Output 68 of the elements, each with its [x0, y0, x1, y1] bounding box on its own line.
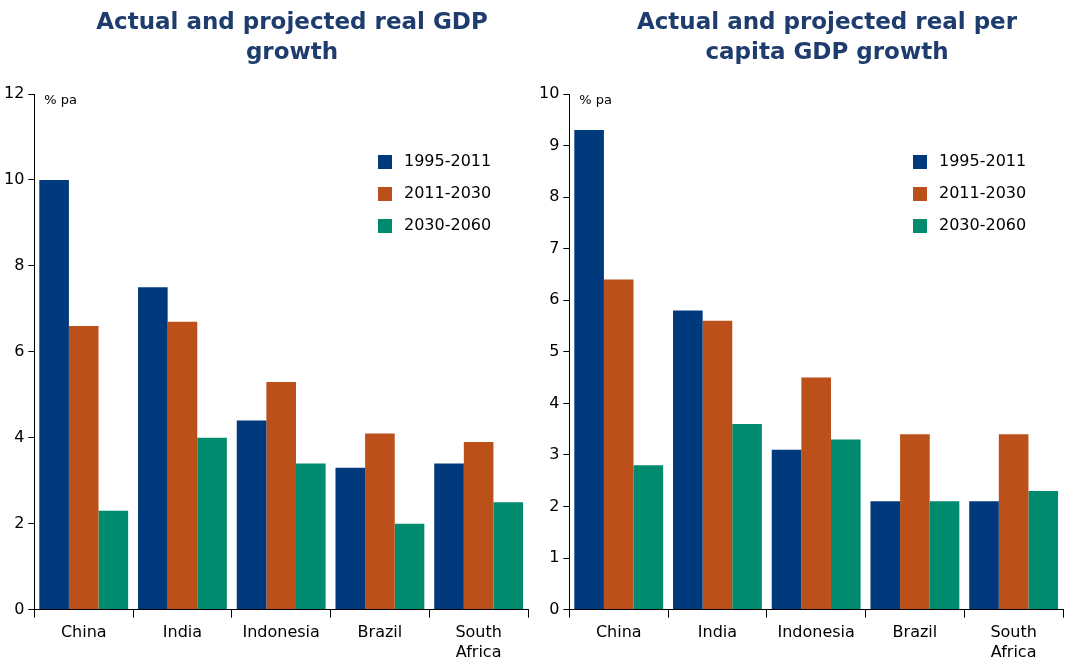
legend-label: 1995-2011 — [404, 151, 492, 171]
x-tick-label: South Africa — [990, 622, 1037, 661]
bar — [969, 501, 999, 610]
x-tick-label: Brazil — [892, 622, 938, 642]
bar — [574, 130, 604, 610]
bar — [633, 465, 664, 610]
bar — [732, 423, 762, 610]
bar — [266, 381, 296, 610]
x-tick-label: China — [60, 622, 107, 642]
bar — [365, 433, 395, 610]
y-tick-label: 2 — [14, 512, 25, 532]
y-tick-label: 7 — [549, 237, 560, 257]
x-tick-label: India — [697, 622, 738, 642]
y-tick-label: 12 — [4, 83, 25, 103]
y-tick-label: 1 — [549, 547, 560, 567]
bar — [830, 439, 861, 610]
bar — [39, 179, 69, 610]
bar — [295, 463, 326, 610]
bar — [138, 287, 168, 610]
bar — [98, 510, 129, 610]
legend-label: 2011-2030 — [404, 183, 492, 203]
y-tick-label: 2 — [549, 495, 560, 515]
bar — [197, 437, 227, 610]
bar — [236, 420, 267, 610]
y-tick-label: 0 — [14, 598, 25, 618]
x-tick-label: China — [595, 622, 642, 642]
y-tick-label: 6 — [14, 340, 25, 360]
x-tick-label: Indonesia — [242, 622, 320, 642]
y-tick-label: 4 — [14, 426, 25, 446]
y-tick-label: 10 — [4, 169, 25, 189]
y-tick-label: 6 — [549, 289, 560, 309]
bar — [870, 501, 901, 610]
bar — [394, 523, 425, 610]
bar — [801, 377, 831, 610]
bar — [1028, 491, 1059, 610]
bar — [673, 310, 703, 610]
x-tick-label: India — [162, 622, 203, 642]
x-tick-label: South Africa — [455, 622, 502, 661]
y-tick-label: 9 — [549, 134, 560, 154]
y-axis-title: % pa — [44, 91, 78, 107]
y-tick-label: 4 — [549, 392, 560, 412]
y-tick-label: 10 — [539, 83, 560, 103]
bar — [900, 434, 930, 610]
legend-label: 2030-2060 — [404, 215, 492, 235]
legend-label: 2030-2060 — [939, 215, 1027, 235]
bar — [167, 321, 198, 610]
bar — [998, 434, 1029, 610]
legend-label: 2011-2030 — [939, 183, 1027, 203]
bar — [702, 320, 733, 610]
y-tick-label: 5 — [549, 340, 560, 360]
x-tick-label: Brazil — [357, 622, 403, 642]
bar — [493, 502, 524, 610]
y-tick-label: 3 — [549, 444, 560, 464]
y-tick-label: 8 — [549, 186, 560, 206]
chart-title: Actual and projected real per capita GDP growth — [635, 7, 1019, 66]
bar — [335, 467, 366, 610]
bar — [771, 449, 802, 610]
bar — [929, 501, 960, 610]
bar — [68, 326, 99, 610]
bar — [434, 463, 464, 610]
chart-title: Actual and projected real GDP growth — [95, 7, 489, 66]
y-tick-label: 8 — [14, 255, 25, 275]
y-axis-title: % pa — [579, 91, 613, 107]
x-tick-label: Indonesia — [777, 622, 855, 642]
bar — [463, 442, 494, 610]
legend-label: 1995-2011 — [939, 151, 1027, 171]
y-tick-label: 0 — [549, 598, 560, 618]
bar — [603, 279, 634, 610]
